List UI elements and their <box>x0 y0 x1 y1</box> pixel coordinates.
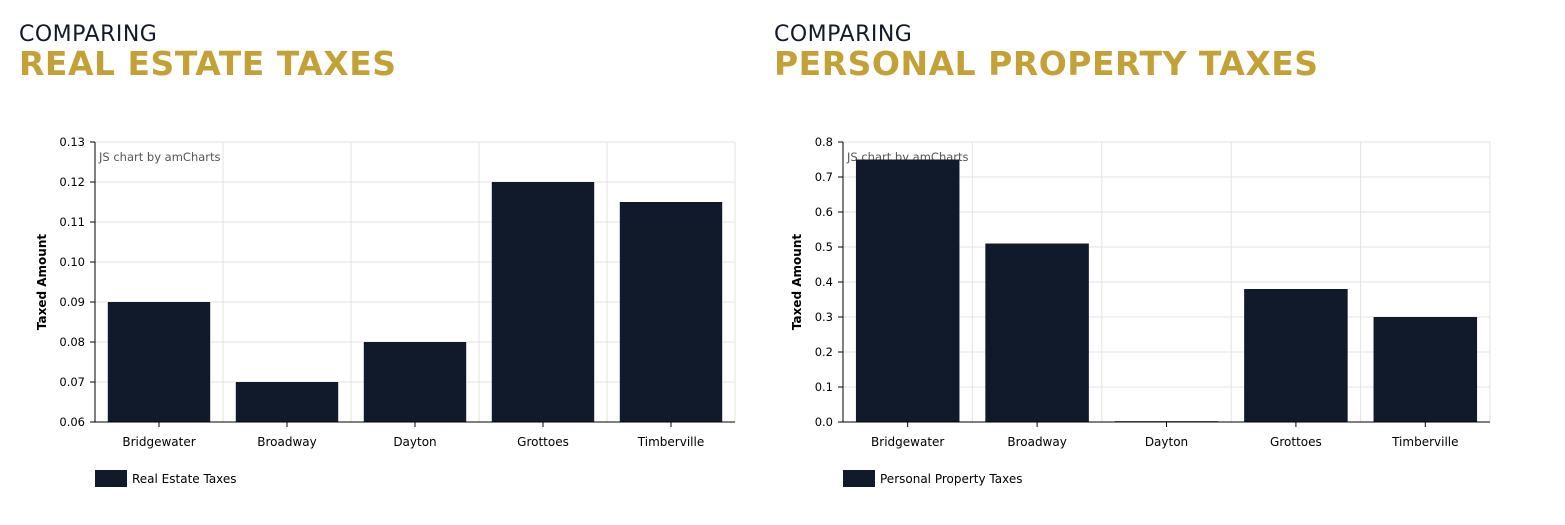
real-estate-chart: 0.13 0.12 0.11 0.10 0.09 0.08 0.07 0.06 JS chart… <box>35 135 736 487</box>
y-axis-title: Taxed Amount <box>35 234 49 331</box>
y-tick-label: 0.0 <box>815 415 833 429</box>
y-tick-label: 0.3 <box>815 310 833 324</box>
x-category-label: Dayton <box>1145 435 1188 449</box>
real-estate-title: REAL ESTATE TAXES <box>19 44 397 83</box>
y-tick-label: 0.4 <box>815 275 833 289</box>
y-axis-title: Taxed Amount <box>790 234 804 331</box>
y-tick-label: 0.10 <box>59 255 85 269</box>
y-tick-label: 0.11 <box>59 215 85 229</box>
y-tick-label: 0.8 <box>815 135 833 149</box>
bar-broadway[interactable] <box>235 382 339 422</box>
personal-property-chart: 0.80.70.60.50.40.30.20.10.0JS chart by a… <box>790 135 1491 487</box>
y-tick-label: 0.2 <box>815 345 833 359</box>
legend-label[interactable]: Real Estate Taxes <box>132 472 237 486</box>
bar-grottoes[interactable] <box>491 182 595 422</box>
x-category-label: Grottoes <box>517 435 569 449</box>
personal-property-title: PERSONAL PROPERTY TAXES <box>774 44 1319 83</box>
real-estate-heading: COMPARING REAL ESTATE TAXES <box>19 22 397 82</box>
bar-bridgewater[interactable] <box>107 302 211 422</box>
personal-property-kicker: COMPARING <box>774 22 913 47</box>
bar-dayton[interactable] <box>363 342 467 422</box>
legend-swatch[interactable] <box>843 470 875 487</box>
y-tick-label: 0.08 <box>59 335 85 349</box>
x-category-label: Broadway <box>1007 435 1066 449</box>
y-tick-label: 0.06 <box>59 415 85 429</box>
x-category-label: Grottoes <box>1270 435 1322 449</box>
x-category-label: Bridgewater <box>122 435 195 449</box>
x-category-label: Timberville <box>1391 435 1458 449</box>
real-estate-kicker: COMPARING <box>19 22 158 47</box>
y-tick-label: 0.07 <box>59 375 85 389</box>
bar-grottoes[interactable] <box>1244 289 1348 422</box>
bar-timberville[interactable] <box>1373 317 1478 422</box>
bar-broadway[interactable] <box>985 243 1089 423</box>
y-tick-label: 0.1 <box>815 380 833 394</box>
bar-timberville[interactable] <box>619 202 723 422</box>
y-tick-label: 0.09 <box>59 295 85 309</box>
y-tick-label: 0.13 <box>59 135 85 149</box>
y-tick-label: 0.6 <box>815 205 833 219</box>
x-category-label: Broadway <box>257 435 316 449</box>
legend-swatch[interactable] <box>95 470 127 487</box>
y-tick-label: 0.7 <box>815 170 833 184</box>
y-tick-label: 0.12 <box>59 175 85 189</box>
personal-property-heading: COMPARING PERSONAL PROPERTY TAXES <box>774 22 1319 82</box>
bar-bridgewater[interactable] <box>855 159 960 423</box>
legend-label[interactable]: Personal Property Taxes <box>880 472 1022 486</box>
x-category-label: Timberville <box>637 435 704 449</box>
real-estate-panel: COMPARING REAL ESTATE TAXES 0.13 0.12 0.11… <box>0 0 780 525</box>
x-category-label: Bridgewater <box>871 435 944 449</box>
x-category-label: Dayton <box>393 435 436 449</box>
chart-credit[interactable]: JS chart by amCharts <box>98 150 221 164</box>
y-tick-label: 0.5 <box>815 240 833 254</box>
personal-property-panel: COMPARING PERSONAL PROPERTY TAXES 0.8 0.7… <box>774 0 1554 525</box>
